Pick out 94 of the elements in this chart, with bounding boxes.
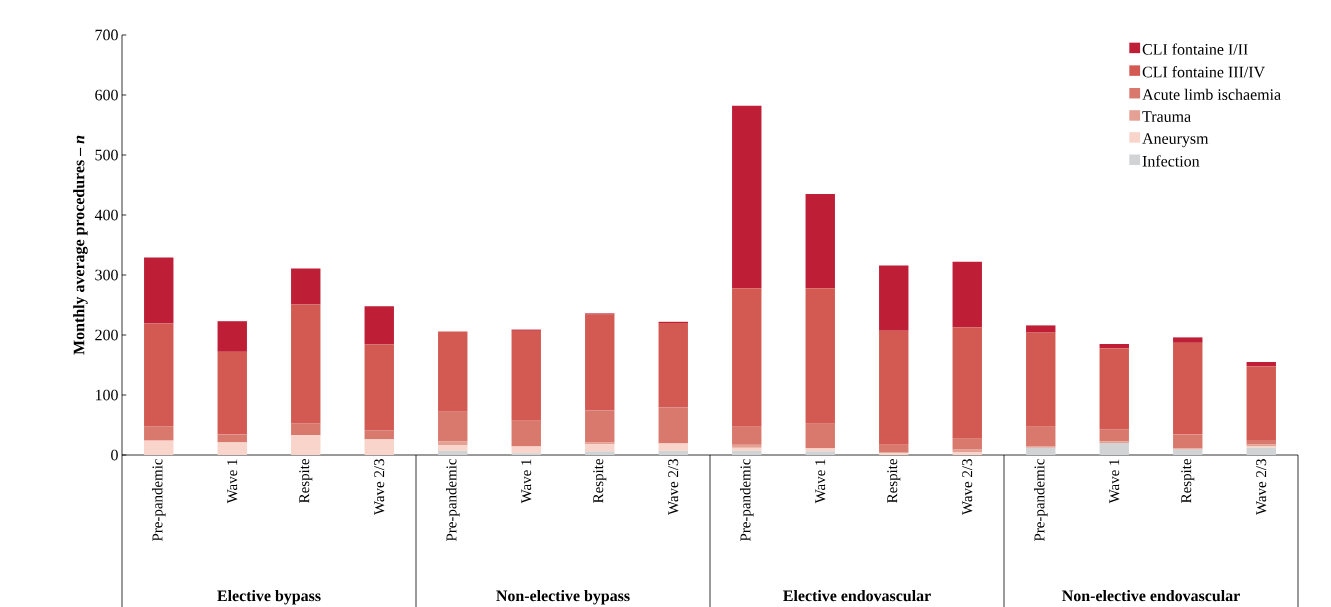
- bar: [1173, 434, 1203, 449]
- bar: [658, 450, 688, 455]
- x-tick-label: Wave 1: [227, 459, 238, 504]
- bar: [585, 410, 615, 443]
- bar: [291, 435, 321, 455]
- bar: [732, 105, 762, 289]
- bar: [364, 439, 394, 455]
- bar: [658, 443, 688, 451]
- bar: [879, 265, 909, 331]
- bar: [1246, 362, 1276, 367]
- bar: [364, 306, 394, 345]
- bar: [1173, 342, 1203, 435]
- y-tick-label: 200: [95, 329, 118, 341]
- legend-label: CLI fontaine III/IV: [1142, 66, 1265, 78]
- y-tick-label: 0: [111, 449, 118, 461]
- bar: [1099, 344, 1129, 349]
- bar: [879, 330, 909, 445]
- legend-label: CLI fontaine I/II: [1142, 43, 1248, 55]
- bar: [438, 450, 468, 455]
- bar: [511, 420, 541, 446]
- bar: [585, 451, 615, 455]
- text: Elective bypass: [217, 589, 321, 605]
- legend-label: Trauma: [1142, 111, 1191, 122]
- bar: [511, 330, 541, 421]
- y-axis-title: Monthly average procedures – n: [73, 135, 88, 355]
- bar: [438, 331, 468, 412]
- x-tick-label: Wave 2/3: [374, 459, 385, 515]
- bar: [511, 446, 541, 454]
- bar: [952, 261, 982, 328]
- text: Elective endovascular: [783, 589, 931, 602]
- bar: [805, 423, 835, 449]
- bar: [1099, 429, 1129, 442]
- x-tick-label: Wave 1: [1109, 459, 1120, 504]
- bar: [144, 257, 174, 324]
- bar: [438, 441, 468, 446]
- x-tick-label: Respite: [1181, 459, 1195, 503]
- legend-label: Aneurysm: [1142, 133, 1209, 148]
- bar: [217, 321, 247, 352]
- bar: [438, 411, 468, 442]
- bar: [658, 323, 688, 408]
- bar: [1026, 447, 1056, 455]
- x-tick-label: Respite: [593, 459, 607, 503]
- x-tick-label: Pre-pandemic: [151, 458, 166, 542]
- bar: [732, 288, 762, 427]
- bar: [364, 344, 394, 431]
- legend-label: Infection: [1142, 155, 1200, 167]
- bar: [217, 442, 247, 455]
- bar: [1246, 366, 1276, 440]
- bar: [217, 351, 247, 435]
- x-tick-label: Wave 2/3: [668, 459, 679, 515]
- legend-label: Acute limb ischaemia: [1142, 88, 1281, 100]
- bar: [952, 327, 982, 439]
- x-tick-label: Respite: [299, 459, 313, 503]
- x-tick-label: Wave 2/3: [1256, 459, 1267, 515]
- bar: [805, 288, 835, 424]
- x-tick-label: Wave 1: [815, 459, 826, 504]
- bar: [1246, 440, 1276, 445]
- bar: [1026, 426, 1056, 447]
- bar: [438, 445, 468, 451]
- bar: [732, 426, 762, 445]
- bar: [1246, 447, 1276, 455]
- bar: [732, 450, 762, 455]
- bar: [1099, 348, 1129, 430]
- bar: [364, 430, 394, 440]
- bar: [144, 323, 174, 427]
- text: Non-elective bypass: [496, 589, 630, 605]
- bar: [1099, 443, 1129, 455]
- bar: [144, 440, 174, 455]
- y-tick-label: 700: [95, 29, 118, 41]
- x-tick-label: Pre-pandemic: [445, 458, 460, 542]
- bar: [291, 268, 321, 305]
- bar: [1173, 449, 1203, 455]
- bar: [658, 407, 688, 443]
- bar: [291, 304, 321, 424]
- x-tick-label: Respite: [887, 459, 901, 503]
- bar: [291, 423, 321, 436]
- bar: [952, 438, 982, 450]
- bar: [1026, 325, 1056, 333]
- bar: [144, 426, 174, 441]
- bar: [1173, 337, 1203, 343]
- x-tick-label: Pre-pandemic: [739, 458, 754, 542]
- y-tick-label: 400: [94, 209, 118, 221]
- y-tick-label: 500: [95, 149, 118, 161]
- x-tick-label: Pre-pandemic: [1033, 458, 1048, 542]
- x-tick-label: Wave 2/3: [962, 459, 973, 515]
- text: Non-elective endovascular: [1062, 589, 1240, 602]
- bar: [585, 444, 615, 452]
- bar: [585, 314, 615, 411]
- bar: [805, 194, 835, 289]
- bar: [1026, 332, 1056, 427]
- x-tick-label: Wave 1: [521, 459, 532, 504]
- y-tick-label: 300: [95, 269, 118, 281]
- y-tick-label: 100: [95, 389, 118, 401]
- y-tick-label: 600: [95, 89, 118, 101]
